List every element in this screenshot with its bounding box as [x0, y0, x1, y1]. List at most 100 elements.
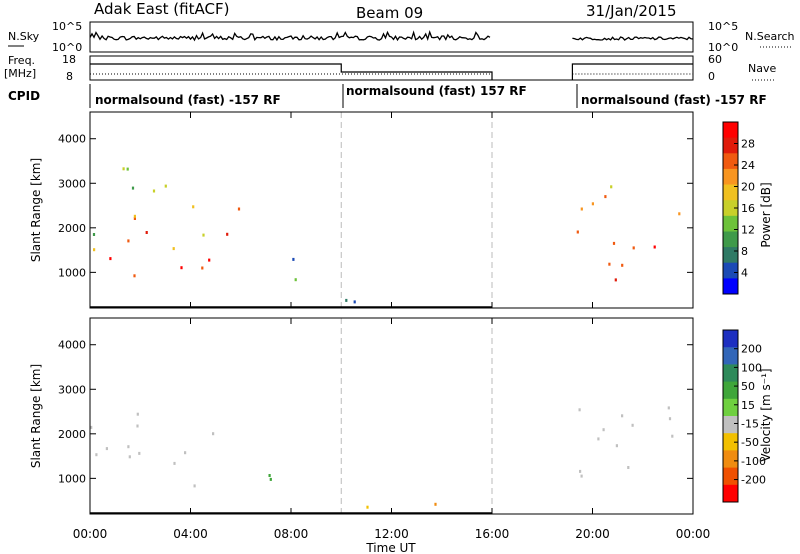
- power-cell: [608, 262, 611, 266]
- velocity-cell: [615, 444, 618, 448]
- velocity-cell: [212, 432, 215, 436]
- power-cell: [92, 233, 96, 236]
- velocity-cell: [602, 428, 605, 432]
- velocity-cell: [671, 434, 674, 438]
- x-tick-label: 00:00: [73, 527, 108, 541]
- time-axis-labels: 00:00 04:00 08:00 12:00 16:00 20:00 00:00: [73, 527, 711, 541]
- x-tick-label: 16:00: [475, 527, 510, 541]
- power-cell: [93, 248, 96, 252]
- velocity-cell: [621, 414, 624, 418]
- nsky-line-2: [572, 36, 694, 41]
- power-cell: [576, 230, 579, 234]
- x-tick-label: 20:00: [575, 527, 610, 541]
- velocity-cell: [138, 451, 141, 455]
- colorbar-swatch: [723, 168, 738, 185]
- colorbar-swatch: [723, 200, 738, 217]
- velocity-data: [90, 318, 674, 514]
- velocity-cell: [105, 447, 108, 451]
- power-cell: [208, 258, 211, 262]
- velocity-cell: [95, 453, 98, 457]
- power-cell: [591, 202, 594, 206]
- velocity-cell: [128, 455, 131, 459]
- power-cell: [133, 217, 136, 220]
- power-cell: [109, 257, 112, 261]
- colorbar-swatch: [723, 433, 738, 451]
- power-cell: [621, 263, 624, 267]
- power-cell: [126, 167, 129, 171]
- colorbar-swatch: [723, 247, 738, 264]
- velocity-y-ticks: 1000 2000 3000 4000: [58, 339, 693, 485]
- nsky-panel: N.Sky 10^5 10^0 10^5 10^0 N.Search: [8, 20, 795, 54]
- colorbar-tick-label: 16: [741, 202, 755, 215]
- colorbar-tick-label: 50: [741, 380, 755, 393]
- colorbar-swatch: [723, 262, 738, 279]
- nsky-line-1: [89, 30, 491, 42]
- velocity-cell: [580, 474, 583, 478]
- velocity-colorbar-label: Velocity [m s⁻¹]: [759, 368, 773, 461]
- colorbar-tick-label: -100: [741, 455, 766, 468]
- velocity-cell: [193, 484, 196, 488]
- freq-tick-top: 18: [62, 53, 76, 66]
- power-cell: [580, 207, 583, 211]
- nave-label: Nave: [748, 62, 776, 75]
- colorbar-swatch: [723, 137, 738, 154]
- beam-title: Beam 09: [356, 4, 423, 22]
- x-axis-label: Time UT: [365, 541, 416, 554]
- y-tick-label: 1000: [58, 266, 86, 279]
- colorbar-swatch: [723, 416, 738, 434]
- power-cell: [145, 231, 148, 234]
- colorbar-tick-label: 200: [741, 343, 762, 356]
- velocity-cell: [631, 423, 634, 427]
- power-panel: Slant Range [km] 1000 2000 3000 4000 4 8 12 16…: [29, 111, 773, 309]
- x-tick-label: 12:00: [374, 527, 409, 541]
- power-cell: [122, 167, 125, 171]
- colorbar-frame: [722, 329, 739, 503]
- nsearch-tick-top: 10^5: [708, 20, 738, 33]
- colorbar-swatch: [723, 184, 738, 201]
- velocity-cell: [597, 437, 600, 441]
- power-colorbar-label: Power [dB]: [759, 182, 773, 247]
- power-cell: [614, 278, 617, 282]
- colorbar-tick-label: -200: [741, 474, 766, 487]
- date-title: 31/Jan/2015: [586, 2, 677, 20]
- colorbar-swatch: [723, 153, 738, 170]
- power-x-ticks: [89, 112, 694, 308]
- power-cell: [164, 184, 167, 188]
- power-data: [90, 112, 681, 308]
- x-tick-label: 08:00: [274, 527, 309, 541]
- y-tick-label: 1000: [58, 472, 86, 485]
- y-tick-label: 2000: [58, 428, 86, 441]
- velocity-colorbar: 200 100 50 15 -15 -50 -100 -200: [722, 329, 766, 503]
- nsky-tick-top: 10^5: [52, 20, 82, 33]
- power-cell: [192, 205, 195, 209]
- y-tick-label: 3000: [58, 177, 86, 190]
- nsky-label: N.Sky: [8, 30, 40, 43]
- freq-unit-label: [MHz]: [4, 67, 36, 80]
- power-cell: [226, 232, 229, 236]
- freq-panel: Freq. [MHz] 18 8 60 0 Nave: [4, 53, 776, 83]
- colorbar-tick-label: 8: [741, 245, 748, 258]
- colorbar-tick-label: 100: [741, 361, 762, 374]
- velocity-cell: [578, 408, 581, 412]
- colorbar-tick-label: -50: [741, 436, 759, 449]
- nsky-tick-bottom: 10^0: [52, 41, 82, 54]
- power-cell: [131, 186, 135, 190]
- y-tick-label: 4000: [58, 339, 86, 352]
- power-cell: [610, 185, 613, 189]
- nsearch-tick-bottom: 10^0: [708, 41, 738, 54]
- velocity-x-ticks: [89, 318, 694, 514]
- colorbar-swatch: [723, 364, 738, 383]
- y-tick-label: 2000: [58, 222, 86, 235]
- cpid-segment-1: normalsound (fast) -157 RF: [95, 93, 281, 107]
- colorbar-tick-label: 24: [741, 159, 755, 172]
- freq-line-2: [571, 63, 693, 80]
- power-cell: [152, 189, 156, 193]
- power-y-ticks: 1000 2000 3000 4000: [58, 133, 693, 279]
- colorbar-tick-label: 15: [741, 399, 755, 412]
- power-y-label: Slant Range [km]: [29, 158, 43, 262]
- velocity-cell: [668, 417, 672, 421]
- colorbar-swatch: [723, 215, 738, 232]
- freq-line-1: [90, 63, 493, 80]
- velocity-panel: Slant Range [km] 1000 2000 3000 4000 200 100…: [29, 317, 773, 515]
- colorbar-swatch: [723, 347, 738, 365]
